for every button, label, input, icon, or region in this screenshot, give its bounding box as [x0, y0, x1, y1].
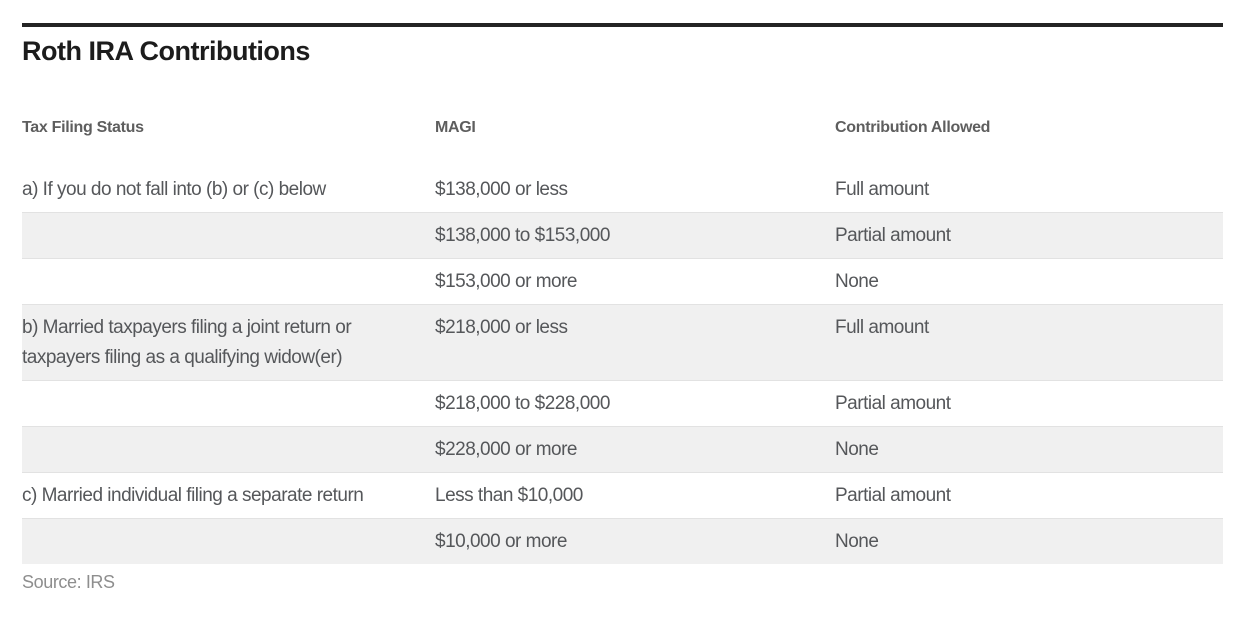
contribution-allowed-cell: None: [835, 271, 879, 292]
tax-filing-status-cell: [22, 259, 435, 305]
table-row: $10,000 or more None: [22, 518, 1223, 565]
contribution-allowed-cell: Partial amount: [835, 225, 951, 246]
tax-filing-status-cell: c) Married individual filing a separate …: [22, 485, 364, 506]
page-title: Roth IRA Contributions: [22, 36, 310, 66]
column-header-tax-filing-status: Tax Filing Status: [22, 119, 144, 136]
magi-cell: $138,000 to $153,000: [435, 225, 610, 246]
table-row: $138,000 to $153,000 Partial amount: [22, 212, 1223, 259]
table-row: $228,000 or more None: [22, 426, 1223, 473]
contribution-allowed-cell: None: [835, 439, 879, 460]
header-row: Tax Filing Status MAGI Contribution Allo…: [22, 114, 1223, 167]
tax-filing-status-cell: [22, 381, 435, 427]
magi-cell: $228,000 or more: [435, 439, 578, 460]
tax-filing-status-cell: b) Married taxpayers filing a joint retu…: [22, 317, 352, 368]
contribution-allowed-cell: Partial amount: [835, 393, 951, 414]
tax-filing-status-cell: [22, 213, 435, 259]
magi-cell: Less than $10,000: [435, 485, 583, 506]
table-row: c) Married individual filing a separate …: [22, 472, 1223, 519]
tax-filing-status-cell: [22, 427, 435, 473]
contribution-allowed-cell: None: [835, 531, 879, 552]
contribution-allowed-cell: Full amount: [835, 179, 929, 200]
contribution-allowed-cell: Full amount: [835, 317, 929, 338]
column-header-magi: MAGI: [435, 119, 476, 136]
roth-ira-contributions-table: Tax Filing Status MAGI Contribution Allo…: [22, 114, 1223, 564]
contribution-allowed-cell: Partial amount: [835, 485, 951, 506]
table-row: $218,000 to $228,000 Partial amount: [22, 380, 1223, 427]
magi-cell: $218,000 or less: [435, 317, 568, 338]
source-note: Source: IRS: [22, 572, 115, 592]
magi-cell: $218,000 to $228,000: [435, 393, 610, 414]
tax-filing-status-cell: [22, 519, 435, 565]
magi-cell: $138,000 or less: [435, 179, 568, 200]
top-rule-divider: [22, 23, 1223, 27]
table-row: a) If you do not fall into (b) or (c) be…: [22, 167, 1223, 213]
exhibit-container: Roth IRA Contributions Tax Filing Status…: [22, 23, 1223, 593]
table-row: $153,000 or more None: [22, 258, 1223, 305]
magi-cell: $10,000 or more: [435, 531, 567, 552]
tax-filing-status-cell: a) If you do not fall into (b) or (c) be…: [22, 179, 326, 200]
column-header-contribution-allowed: Contribution Allowed: [835, 119, 991, 136]
magi-cell: $153,000 or more: [435, 271, 578, 292]
table-row: b) Married taxpayers filing a joint retu…: [22, 304, 1223, 381]
